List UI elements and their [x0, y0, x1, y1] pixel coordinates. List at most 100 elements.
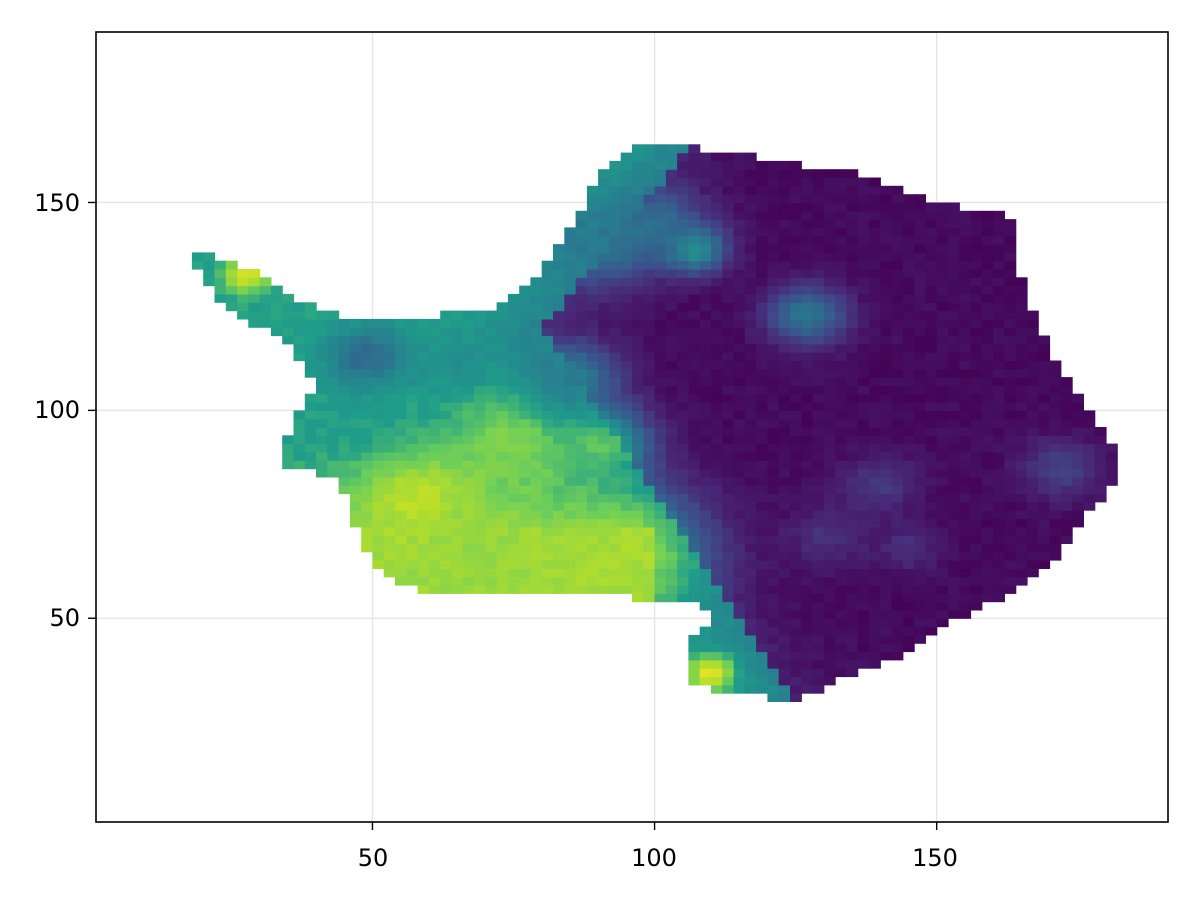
heatmap-cell	[1038, 535, 1051, 544]
heatmap-cell	[654, 493, 667, 503]
heatmap-cell	[857, 560, 870, 569]
heatmap-cell	[790, 252, 802, 262]
heatmap-cell	[744, 668, 757, 678]
heatmap-cell	[665, 335, 678, 345]
heatmap-cell	[304, 327, 317, 337]
heatmap-cell	[575, 518, 588, 528]
heatmap-cell	[857, 659, 870, 669]
heatmap-cell	[361, 385, 374, 395]
heatmap-cell	[688, 194, 701, 204]
heatmap-cell	[722, 576, 735, 586]
heatmap-cell	[812, 659, 825, 669]
heatmap-cell	[462, 518, 475, 528]
heatmap-cell	[553, 302, 565, 312]
heatmap-cell	[869, 327, 881, 337]
heatmap-cell	[790, 302, 802, 312]
heatmap-cell	[632, 235, 644, 245]
heatmap-cell	[790, 227, 802, 237]
heatmap-cell	[451, 501, 464, 511]
heatmap-cell	[699, 651, 712, 661]
heatmap-cell	[564, 568, 577, 578]
heatmap-cell	[722, 235, 735, 245]
heatmap-cell	[1015, 327, 1028, 337]
heatmap-cell	[790, 343, 802, 353]
heatmap-cell	[880, 460, 893, 470]
heatmap-cell	[609, 501, 622, 511]
heatmap-cell	[485, 352, 498, 362]
heatmap-cell	[970, 601, 983, 611]
heatmap-cell	[699, 460, 712, 470]
heatmap-cell	[1004, 343, 1017, 353]
heatmap-cell	[812, 368, 825, 378]
heatmap-cell	[327, 343, 340, 353]
heatmap-cell	[936, 260, 949, 270]
heatmap-cell	[722, 684, 735, 694]
heatmap-cell	[677, 518, 689, 528]
heatmap-cell	[665, 451, 678, 461]
heatmap-cell	[688, 427, 701, 436]
heatmap-cell	[936, 285, 949, 295]
heatmap-cell	[846, 277, 859, 287]
heatmap-cell	[846, 651, 859, 661]
heatmap-cell	[711, 410, 723, 420]
heatmap-cell	[699, 219, 712, 228]
heatmap-cell	[1026, 493, 1039, 503]
heatmap-cell	[553, 310, 565, 320]
heatmap-cell	[620, 293, 633, 303]
heatmap-cell	[857, 535, 870, 544]
heatmap-cell	[699, 368, 712, 378]
heatmap-cell	[586, 318, 599, 328]
heatmap-cell	[654, 185, 667, 195]
heatmap-cell	[869, 510, 881, 520]
heatmap-cell	[316, 418, 328, 428]
heatmap-cell	[699, 659, 712, 669]
heatmap-cell	[428, 535, 441, 544]
heatmap-cell	[869, 360, 881, 370]
heatmap-cell	[902, 194, 915, 204]
heatmap-cell	[801, 659, 814, 669]
heatmap-cell	[395, 543, 407, 553]
heatmap-cell	[553, 560, 565, 569]
heatmap-cell	[530, 410, 543, 420]
heatmap-cell	[383, 485, 396, 495]
heatmap-cell	[620, 385, 633, 395]
heatmap-cell	[609, 335, 622, 345]
heatmap-cell	[722, 601, 735, 611]
heatmap-cell	[530, 476, 543, 486]
heatmap-cell	[553, 318, 565, 328]
heatmap-cell	[733, 260, 746, 270]
heatmap-cell	[823, 626, 836, 636]
heatmap-cell	[993, 451, 1005, 461]
heatmap-cell	[688, 293, 701, 303]
heatmap-cell	[891, 443, 904, 453]
heatmap-cell	[744, 260, 757, 270]
heatmap-cell	[406, 418, 419, 428]
heatmap-cell	[541, 543, 554, 553]
heatmap-cell	[902, 310, 915, 320]
heatmap-cell	[1004, 269, 1017, 278]
heatmap-cell	[440, 435, 453, 445]
heatmap-cell	[677, 352, 689, 362]
heatmap-cell	[857, 352, 870, 362]
heatmap-cell	[665, 202, 678, 212]
heatmap-cell	[767, 451, 780, 461]
heatmap-cell	[880, 352, 893, 362]
heatmap-cell	[643, 510, 656, 520]
heatmap-cell	[654, 177, 667, 187]
heatmap-cell	[880, 185, 893, 195]
heatmap-cell	[474, 435, 486, 445]
heatmap-cell	[846, 219, 859, 228]
heatmap-cell	[586, 244, 599, 253]
heatmap-cell	[440, 402, 453, 411]
heatmap-cell	[632, 535, 644, 544]
heatmap-cell	[598, 360, 610, 370]
heatmap-cell	[733, 169, 746, 179]
heatmap-cell	[948, 252, 960, 262]
heatmap-cell	[1015, 576, 1028, 586]
heatmap-cell	[914, 609, 926, 619]
heatmap-cell	[462, 485, 475, 495]
heatmap-cell	[835, 169, 847, 179]
heatmap-cell	[722, 460, 735, 470]
heatmap-cell	[970, 526, 983, 536]
heatmap-cell	[417, 510, 430, 520]
